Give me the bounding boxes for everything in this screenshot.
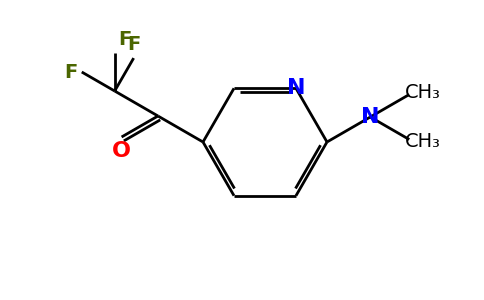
Text: F: F <box>119 30 132 49</box>
Text: CH₃: CH₃ <box>405 83 441 102</box>
Text: O: O <box>112 141 131 161</box>
Text: N: N <box>287 78 305 98</box>
Text: F: F <box>64 62 78 82</box>
Text: N: N <box>361 107 379 127</box>
Text: CH₃: CH₃ <box>405 132 441 151</box>
Text: F: F <box>127 35 140 54</box>
